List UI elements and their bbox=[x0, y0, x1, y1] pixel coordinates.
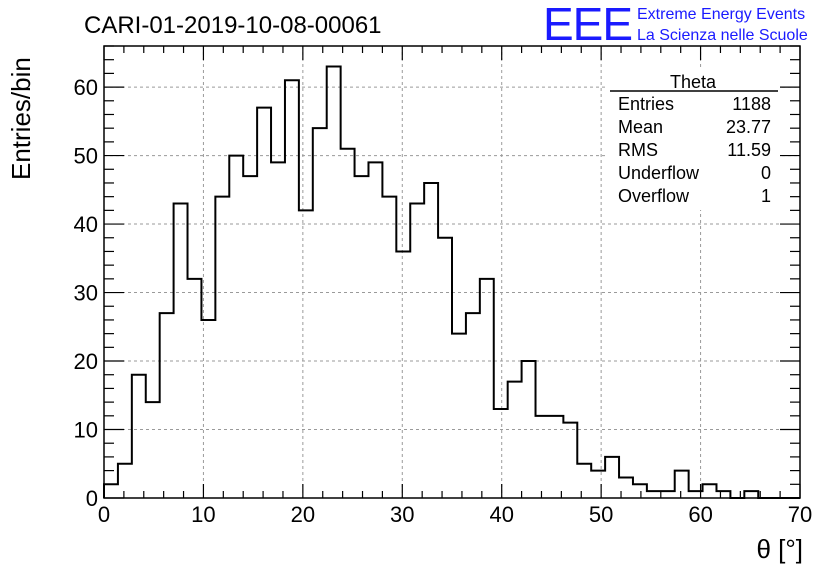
y-tick-label-0: 0 bbox=[86, 486, 98, 511]
x-tick-label-7: 70 bbox=[788, 502, 812, 527]
x-tick-label-4: 40 bbox=[489, 502, 513, 527]
stat-value-entries: 1188 bbox=[732, 94, 771, 114]
stats-box: Theta Entries 1188 Mean 23.77 RMS 11.59 Underf… bbox=[608, 70, 780, 210]
logo-line-2: La Scienza nelle Scuole bbox=[637, 27, 808, 44]
x-tick-label-3: 30 bbox=[390, 502, 414, 527]
x-axis-label: θ [°] bbox=[756, 534, 803, 564]
plot-frame bbox=[103, 45, 801, 499]
x-tick-labels: 0 10 20 30 40 50 60 70 bbox=[98, 502, 812, 527]
x-tick-label-6: 60 bbox=[688, 502, 712, 527]
logo-line-1: Extreme Energy Events bbox=[637, 6, 805, 23]
y-tick-label-4: 40 bbox=[74, 212, 98, 237]
x-tick-label-2: 20 bbox=[291, 502, 315, 527]
stat-label-mean: Mean bbox=[618, 117, 663, 137]
axis-ticks bbox=[103, 45, 801, 499]
y-tick-label-1: 10 bbox=[74, 418, 98, 443]
x-tick-label-1: 10 bbox=[191, 502, 215, 527]
stat-value-overflow: 1 bbox=[761, 186, 771, 206]
y-tick-label-6: 60 bbox=[74, 75, 98, 100]
stats-title: Theta bbox=[670, 72, 717, 92]
stat-value-rms: 11.59 bbox=[727, 140, 771, 160]
stat-label-rms: RMS bbox=[618, 140, 658, 160]
x-tick-label-0: 0 bbox=[98, 502, 110, 527]
histogram-line bbox=[103, 65, 800, 499]
stat-label-entries: Entries bbox=[618, 94, 674, 114]
y-tick-label-2: 20 bbox=[74, 349, 98, 374]
y-axis-label: Entries/bin bbox=[6, 57, 36, 180]
stat-value-mean: 23.77 bbox=[726, 117, 771, 137]
x-tick-label-5: 50 bbox=[589, 502, 613, 527]
y-tick-label-3: 30 bbox=[74, 281, 98, 306]
chart-title: CARI-01-2019-10-08-00061 bbox=[84, 12, 382, 39]
stat-value-underflow: 0 bbox=[761, 163, 771, 183]
y-tick-label-5: 50 bbox=[74, 144, 98, 169]
stat-label-underflow: Underflow bbox=[618, 163, 700, 183]
eee-logo: EEE Extreme Energy Events La Scienza nel… bbox=[543, 0, 808, 50]
y-tick-labels: 0 10 20 30 40 50 60 bbox=[74, 75, 98, 511]
logo-mark: EEE bbox=[543, 0, 632, 50]
stat-label-overflow: Overflow bbox=[618, 186, 690, 206]
